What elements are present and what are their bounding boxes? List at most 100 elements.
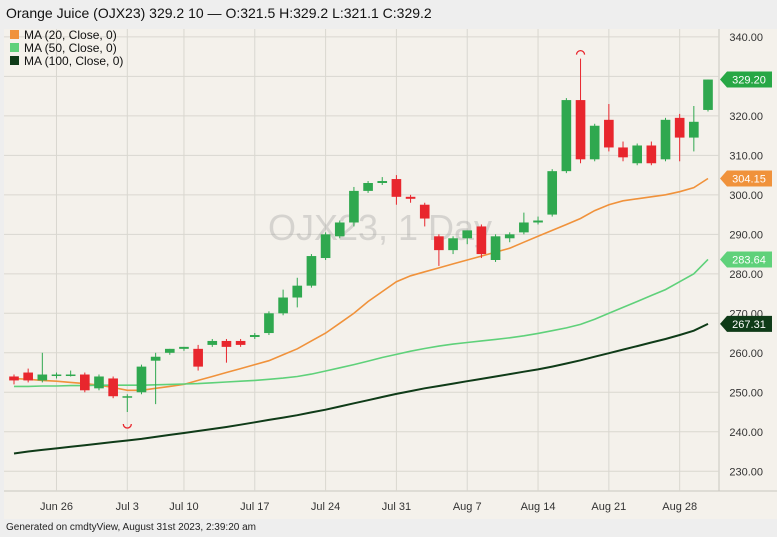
candle-body — [547, 171, 558, 215]
candle-body — [660, 119, 671, 160]
candle-body — [377, 181, 388, 183]
candle-body — [179, 346, 189, 349]
legend-swatch — [10, 43, 19, 52]
candle — [504, 232, 515, 243]
candle-body — [504, 234, 515, 239]
legend-swatch — [10, 56, 19, 65]
time-tick-label: Jul 10 — [169, 501, 198, 513]
candle — [476, 224, 487, 259]
candle-body — [674, 117, 685, 138]
candle-body — [448, 238, 458, 251]
candle — [419, 202, 430, 227]
candle — [589, 123, 600, 162]
candle — [490, 234, 501, 262]
price-tag-label: 329.20 — [732, 75, 766, 87]
time-tick-label: Jul 24 — [311, 501, 340, 513]
price-tag-label: 283.64 — [732, 254, 766, 266]
candle — [533, 216, 543, 225]
candle-body — [703, 79, 713, 110]
candle — [689, 106, 699, 152]
candle — [349, 186, 359, 227]
price-tag-background — [720, 170, 772, 187]
candle-body — [391, 179, 402, 197]
candle-body — [23, 372, 33, 381]
candle-body — [632, 145, 642, 164]
candle — [65, 370, 76, 377]
candle — [674, 113, 685, 162]
candle — [632, 143, 642, 166]
price-tick-label: 310.00 — [729, 150, 763, 162]
legend-item: MA (100, Close, 0) — [10, 54, 123, 68]
moving-average-lines — [13, 177, 709, 455]
time-tick-label: Jul 17 — [240, 501, 269, 513]
candle — [363, 181, 373, 193]
ma-line — [13, 177, 709, 392]
candle-body — [51, 374, 62, 377]
price-tag-label: 267.31 — [732, 319, 766, 331]
price-tag: 329.20 — [720, 71, 772, 88]
candle — [561, 98, 572, 174]
candle-body — [349, 190, 359, 223]
high-marker — [575, 49, 586, 55]
candle — [37, 352, 48, 383]
candle — [306, 254, 317, 288]
candle — [9, 374, 19, 385]
candle-body — [604, 119, 614, 148]
candle — [405, 194, 416, 203]
candle-body — [589, 125, 600, 160]
price-tick-label: 290.00 — [729, 229, 763, 241]
grid-lines — [4, 29, 719, 491]
legend-label: MA (100, Close, 0) — [24, 54, 123, 68]
candle — [547, 169, 558, 217]
ma-line — [13, 322, 709, 455]
candle — [122, 394, 133, 413]
legend-label: MA (20, Close, 0) — [24, 28, 117, 42]
price-tag: 304.15 — [720, 170, 772, 187]
candle-body — [164, 348, 175, 353]
candle-body — [405, 196, 416, 199]
price-tick-label: 230.00 — [729, 466, 763, 478]
candle-body — [533, 220, 543, 223]
time-tick-label: Aug 28 — [662, 501, 697, 513]
time-tick-label: Aug 14 — [521, 501, 556, 513]
candle-body — [80, 374, 90, 391]
candle-body — [306, 256, 317, 286]
candle-body — [108, 378, 118, 397]
candle-body — [122, 396, 133, 398]
candle-body — [575, 100, 586, 160]
legend-item: MA (20, Close, 0) — [10, 28, 117, 42]
candle — [377, 177, 388, 185]
candle-body — [419, 204, 430, 219]
candle-body — [221, 340, 232, 347]
chart-title: Orange Juice (OJX23) 329.2 10 — O:321.5 … — [6, 5, 432, 21]
candle-body — [193, 348, 203, 367]
candle — [660, 117, 671, 162]
price-tick-label: 260.00 — [729, 348, 763, 360]
candle — [434, 234, 444, 266]
candle-body — [462, 230, 473, 239]
candle-body — [689, 121, 699, 138]
candle-body — [235, 340, 246, 345]
legend: MA (20, Close, 0)MA (50, Close, 0)MA (10… — [10, 28, 123, 68]
price-tick-label: 250.00 — [729, 387, 763, 399]
candle — [646, 141, 657, 166]
candle — [575, 58, 586, 164]
legend-label: MA (50, Close, 0) — [24, 41, 117, 55]
time-tick-label: Aug 7 — [453, 501, 482, 513]
candle — [94, 374, 104, 391]
candle — [136, 364, 147, 395]
candle-body — [434, 236, 444, 251]
price-tag-background — [720, 315, 772, 332]
price-tag: 283.64 — [720, 251, 772, 268]
candle — [207, 338, 218, 347]
candle-body — [363, 183, 373, 191]
high-low-markers — [122, 49, 586, 429]
candle — [448, 236, 458, 255]
candle — [179, 346, 189, 351]
candle — [249, 333, 260, 339]
candle-body — [249, 335, 260, 337]
candle — [334, 220, 345, 239]
price-tick-label: 340.00 — [729, 32, 763, 44]
price-tag: 267.31 — [720, 315, 772, 332]
